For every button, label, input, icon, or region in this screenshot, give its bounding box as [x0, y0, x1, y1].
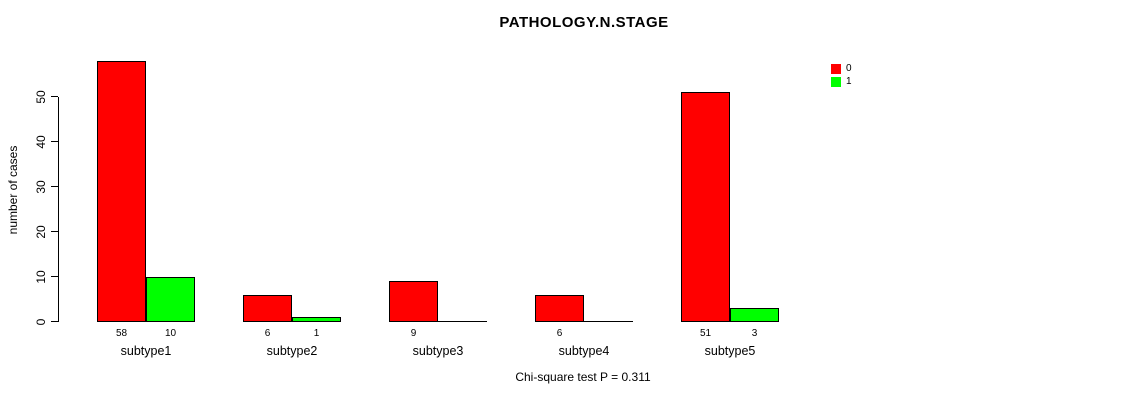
bar-value-label: 58	[115, 328, 128, 339]
bar-value-label: 51	[699, 328, 712, 339]
bar-value-label: 1	[313, 328, 320, 339]
bar-0-subtype2	[243, 294, 292, 322]
y-tick-label: 20	[34, 224, 48, 239]
y-tick	[51, 321, 58, 322]
category-label-subtype1: subtype1	[120, 344, 172, 358]
bar-0-subtype1	[97, 60, 146, 322]
zero-bar-1-subtype3	[438, 320, 487, 322]
bar-value-label: 3	[751, 328, 758, 339]
y-tick	[51, 276, 58, 277]
y-axis-label: number of cases	[6, 145, 20, 235]
bar-0-subtype4	[535, 294, 584, 322]
legend-row: 1	[831, 75, 852, 88]
y-tick-label: 10	[34, 269, 48, 284]
y-tick	[51, 96, 58, 97]
y-tick-label: 50	[34, 89, 48, 104]
bar-value-label: 6	[556, 328, 563, 339]
legend-swatch	[831, 76, 841, 87]
category-label-subtype3: subtype3	[412, 344, 464, 358]
y-tick	[51, 141, 58, 142]
y-tick	[51, 231, 58, 232]
chi-square-annotation: Chi-square test P = 0.311	[515, 370, 651, 384]
bar-value-label: 6	[264, 328, 271, 339]
bar-1-subtype1	[146, 276, 195, 322]
category-label-subtype4: subtype4	[558, 344, 610, 358]
chart-title: PATHOLOGY.N.STAGE	[499, 14, 669, 31]
category-label-subtype5: subtype5	[704, 344, 756, 358]
y-tick	[51, 186, 58, 187]
category-label-subtype2: subtype2	[266, 344, 318, 358]
y-tick-label: 0	[34, 318, 48, 325]
bar-value-label: 9	[410, 328, 417, 339]
legend-label: 1	[846, 75, 852, 87]
y-axis-line	[58, 96, 59, 322]
y-tick-label: 30	[34, 179, 48, 194]
bar-0-subtype5	[681, 92, 730, 322]
legend-swatch	[831, 63, 841, 74]
bar-1-subtype5	[730, 308, 779, 322]
bar-value-label: 10	[164, 328, 177, 339]
bar-0-subtype3	[389, 281, 438, 322]
legend-label: 0	[846, 62, 852, 74]
y-tick-label: 40	[34, 134, 48, 149]
zero-bar-1-subtype4	[584, 320, 633, 322]
bar-1-subtype2	[292, 317, 341, 322]
legend-row: 0	[831, 62, 852, 75]
